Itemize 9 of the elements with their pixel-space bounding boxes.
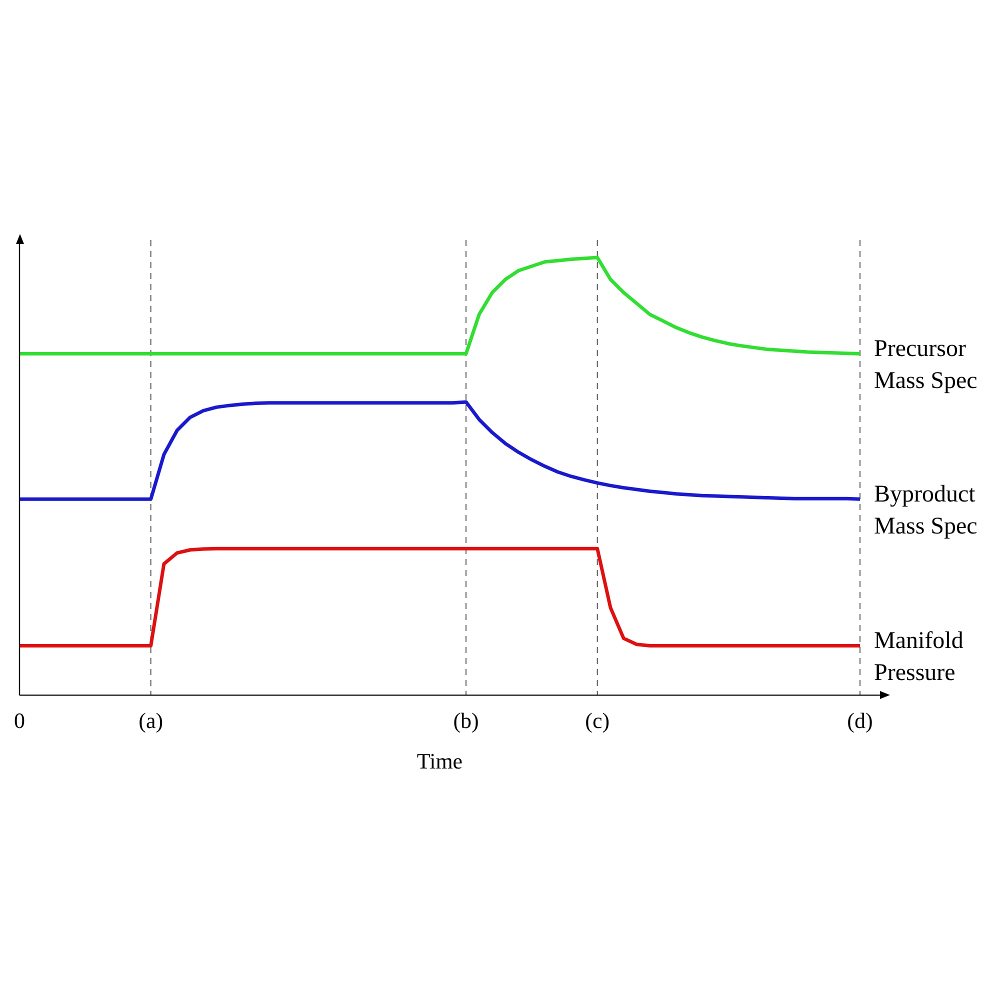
x-axis-title: Time <box>416 748 463 774</box>
x-tick-label: (c) <box>585 708 610 734</box>
x-tick-label: (d) <box>847 708 873 734</box>
series-label: Manifold Pressure <box>874 628 964 686</box>
x-tick-label: 0 <box>14 708 25 734</box>
x-tick-label: (b) <box>453 708 479 734</box>
series-label: Precursor Mass Spec <box>874 336 978 394</box>
x-tick-label: (a) <box>138 708 164 734</box>
series-label: Byproduct Mass Spec <box>874 481 978 540</box>
